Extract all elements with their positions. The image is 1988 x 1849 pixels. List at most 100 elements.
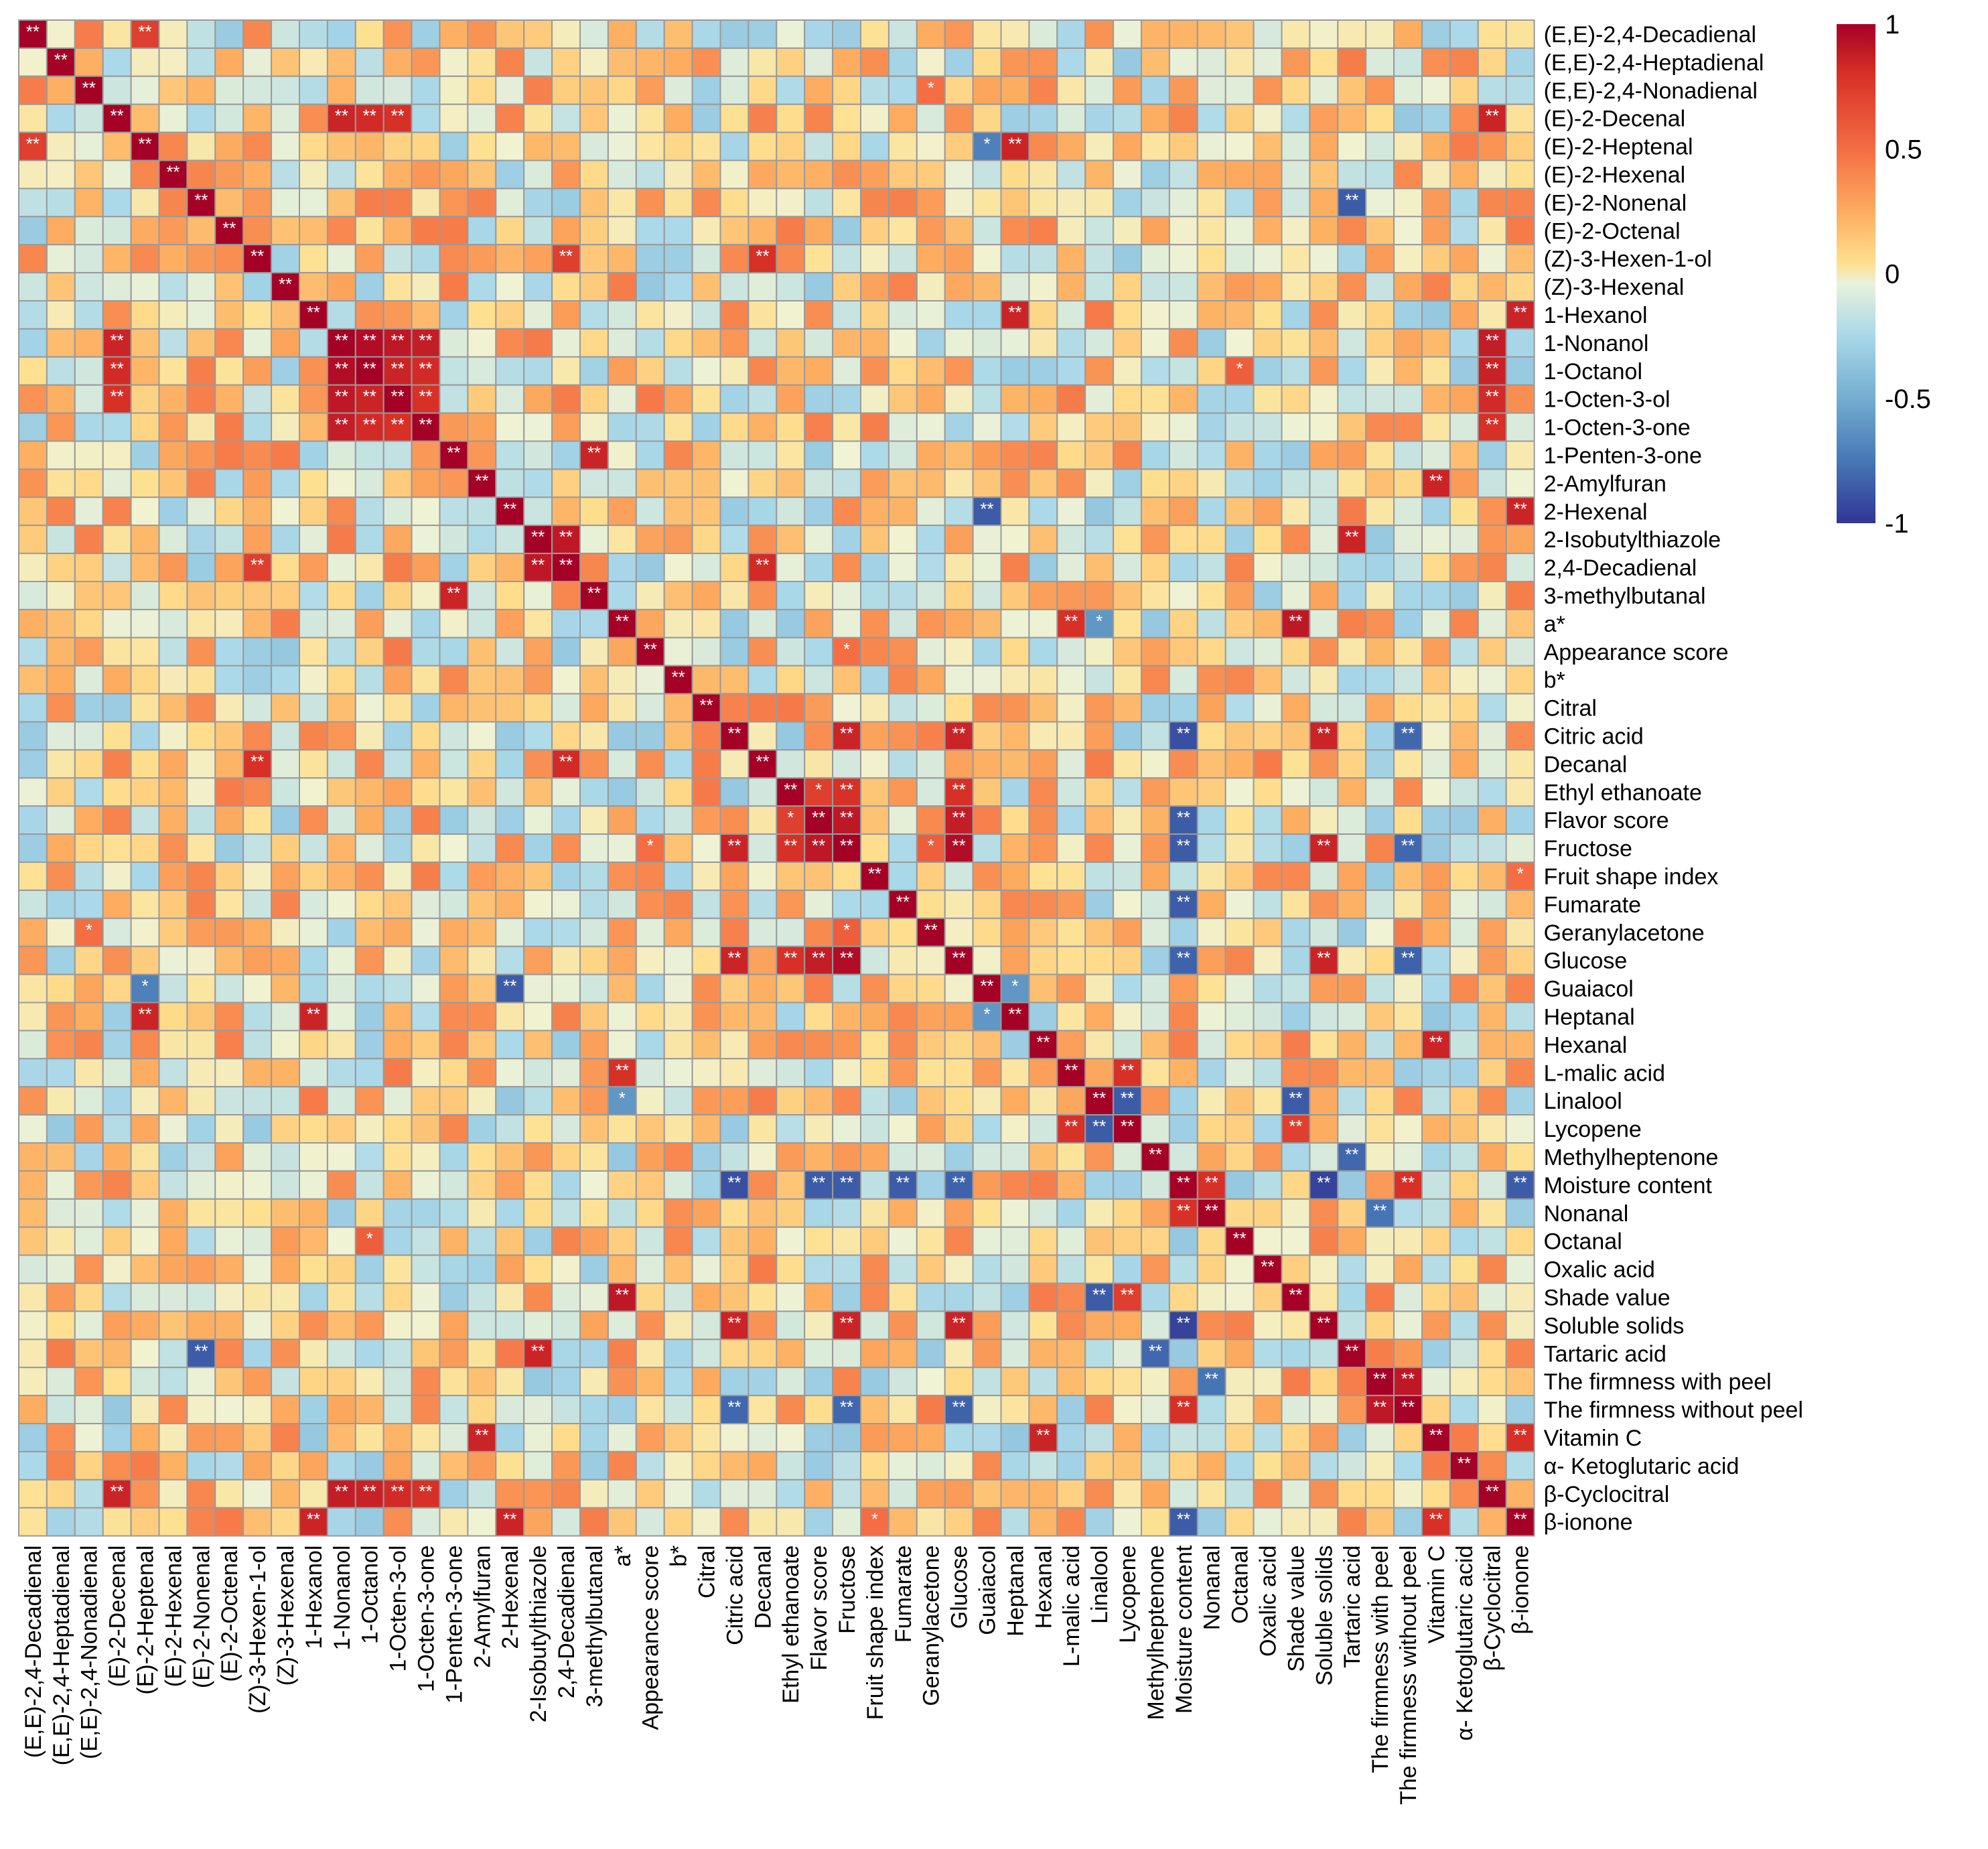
- heatmap-cell: [1113, 1479, 1142, 1509]
- heatmap-cell: [1393, 1423, 1423, 1452]
- heatmap-cell: [102, 1339, 132, 1369]
- significance-mark: **: [840, 835, 853, 855]
- heatmap-cell: [1168, 1030, 1198, 1060]
- heatmap-cell: [1393, 468, 1423, 498]
- heatmap-cell: [1505, 328, 1535, 358]
- row-label: 3-methylbutanal: [1544, 584, 1706, 609]
- heatmap-cell: [271, 328, 301, 358]
- heatmap-cell: [663, 665, 693, 695]
- heatmap-cell: [74, 440, 104, 470]
- heatmap-cell: [1028, 244, 1058, 274]
- heatmap-cell: [748, 1507, 778, 1537]
- heatmap-cell: [186, 749, 216, 779]
- significance-mark: **: [335, 358, 348, 379]
- heatmap-cell: [354, 1367, 384, 1397]
- row-label: (E)-2-Octenal: [1544, 218, 1681, 244]
- significance-mark: **: [111, 358, 124, 379]
- heatmap-cell: [888, 1507, 918, 1537]
- colorbar-gradient: [1837, 24, 1875, 523]
- significance-mark: **: [1177, 835, 1190, 855]
- heatmap-cell: [158, 636, 188, 667]
- heatmap-cell: [1141, 1310, 1170, 1341]
- heatmap-cell: [551, 1507, 581, 1537]
- heatmap-cell: [1056, 47, 1086, 77]
- heatmap-cell: [523, 1310, 553, 1341]
- heatmap-cell: [607, 188, 637, 218]
- heatmap-cell: [299, 1310, 328, 1341]
- heatmap-cell: [832, 131, 861, 161]
- heatmap-cell: [748, 19, 778, 49]
- heatmap-cell: [18, 805, 48, 835]
- heatmap-cell: [1281, 665, 1311, 695]
- heatmap-cell: [607, 553, 637, 582]
- heatmap-cell: [1309, 440, 1339, 470]
- column-label: a*: [610, 1546, 636, 1567]
- heatmap-cell: [1281, 749, 1311, 779]
- heatmap-cell: [242, 1030, 273, 1060]
- heatmap-cell: [944, 1310, 974, 1341]
- heatmap-cell: [804, 244, 834, 274]
- heatmap-cell: [691, 1367, 721, 1397]
- heatmap-cell: [1393, 889, 1423, 919]
- heatmap-cell: [186, 862, 216, 891]
- significance-mark: **: [1177, 948, 1190, 968]
- heatmap-cell: [1309, 412, 1339, 442]
- heatmap-cell: [832, 693, 861, 723]
- heatmap-cell: [691, 1030, 721, 1060]
- significance-mark: **: [503, 498, 516, 519]
- heatmap-cell: [214, 244, 244, 274]
- significance-mark: **: [952, 807, 966, 827]
- heatmap-cell: [130, 862, 160, 891]
- heatmap-cell: [214, 1479, 244, 1509]
- significance-mark: *: [366, 1229, 373, 1249]
- heatmap-cell: [635, 384, 665, 414]
- heatmap-cell: [1309, 216, 1339, 246]
- heatmap-cell: [804, 1367, 834, 1397]
- heatmap-cell: [748, 721, 778, 751]
- heatmap-cell: [354, 244, 384, 274]
- heatmap-cell: [439, 103, 469, 133]
- heatmap-cell: [411, 1395, 441, 1425]
- heatmap-cell: [1056, 749, 1086, 779]
- significance-mark: **: [1177, 1172, 1190, 1192]
- heatmap-cell: [1084, 693, 1115, 723]
- heatmap-cell: [1084, 244, 1115, 274]
- heatmap-cell: [635, 412, 665, 442]
- heatmap-cell: [776, 1226, 806, 1256]
- heatmap-cell: [271, 1030, 301, 1060]
- heatmap-cell: [1449, 581, 1479, 610]
- heatmap-cell: [776, 468, 806, 498]
- heatmap-cell: [1365, 917, 1395, 947]
- heatmap-cell: [1113, 636, 1142, 667]
- heatmap-cell: [1224, 1086, 1255, 1116]
- heatmap-cell: [354, 47, 384, 77]
- heatmap-cell: [1505, 75, 1535, 105]
- heatmap-cell: [1281, 103, 1311, 133]
- heatmap-cell: [748, 749, 778, 779]
- heatmap-cell: [326, 1395, 356, 1425]
- heatmap-cell: [130, 665, 160, 695]
- heatmap-cell: [1168, 244, 1198, 274]
- heatmap-cell: [860, 328, 890, 358]
- heatmap-cell: [804, 917, 834, 947]
- heatmap-cell: [916, 216, 946, 246]
- heatmap-cell: [607, 159, 637, 190]
- heatmap-cell: [551, 75, 581, 105]
- heatmap-cell: [411, 356, 441, 386]
- heatmap-cell: [1421, 131, 1451, 161]
- heatmap-cell: [102, 468, 132, 498]
- heatmap-cell: [130, 47, 160, 77]
- heatmap-cell: [1281, 1507, 1311, 1537]
- heatmap-cell: [1168, 440, 1198, 470]
- heatmap-cell: [916, 833, 946, 863]
- heatmap-cell: [186, 833, 216, 863]
- heatmap-cell: [944, 384, 974, 414]
- heatmap-cell: [271, 384, 301, 414]
- heatmap-cell: [944, 889, 974, 919]
- heatmap-cell: [1477, 103, 1507, 133]
- heatmap-cell: [74, 1030, 104, 1060]
- heatmap-cell: [635, 300, 665, 330]
- heatmap-cell: [1365, 496, 1395, 527]
- heatmap-cell: [832, 1507, 861, 1537]
- heatmap-cell: [130, 1282, 160, 1312]
